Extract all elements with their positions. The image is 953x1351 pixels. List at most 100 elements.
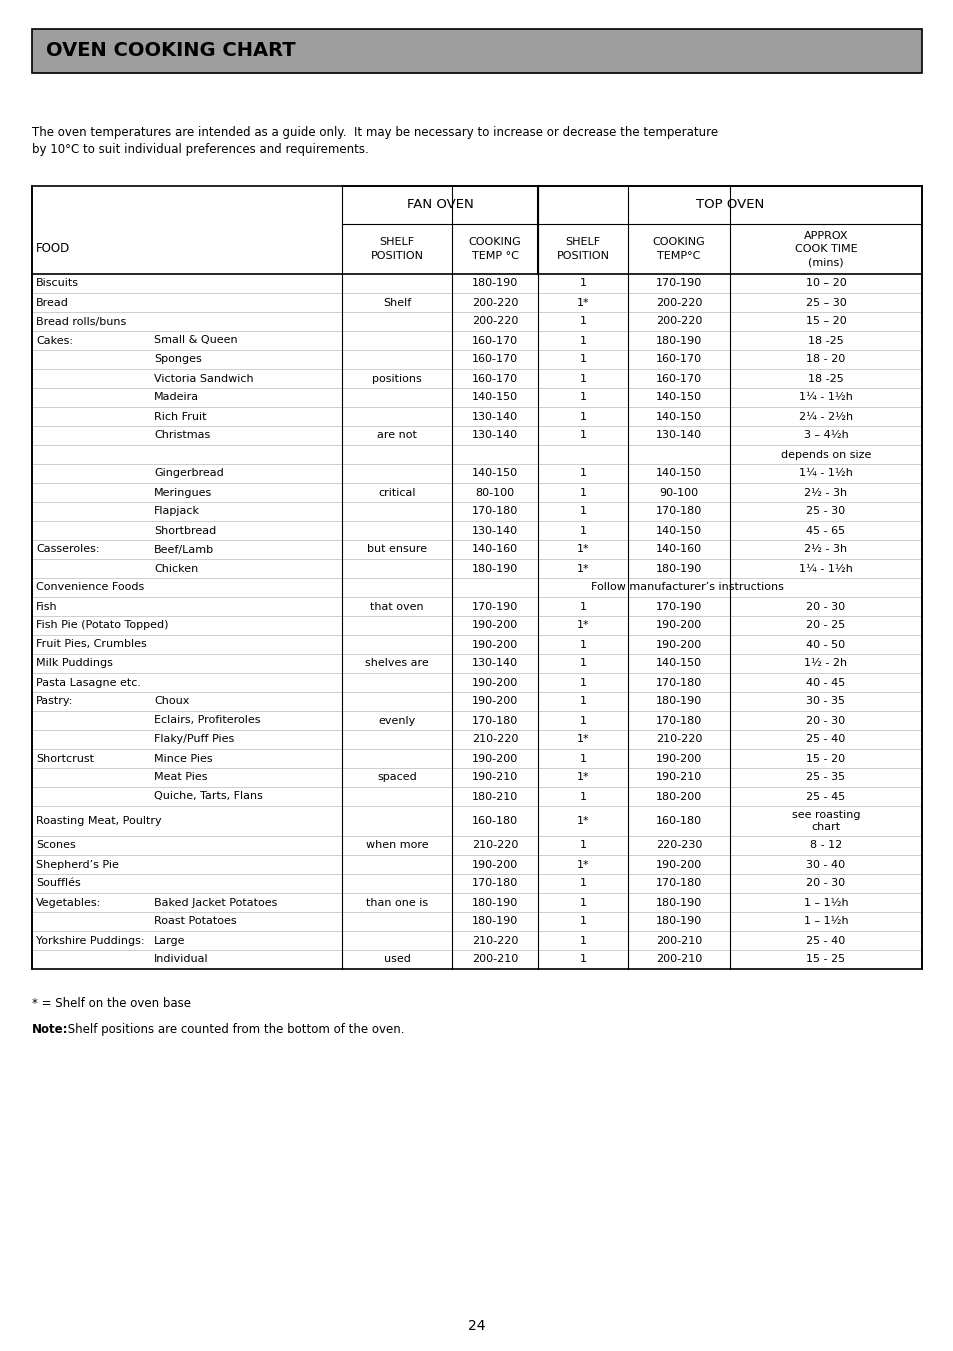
Text: 1: 1 [578,354,586,365]
Text: 1: 1 [578,916,586,927]
Text: 210-220: 210-220 [472,735,517,744]
Text: 130-140: 130-140 [472,658,517,669]
Text: 140-150: 140-150 [656,469,701,478]
Text: evenly: evenly [378,716,416,725]
Text: Chicken: Chicken [153,563,198,574]
Text: 200-210: 200-210 [655,935,701,946]
Text: 15 - 20: 15 - 20 [805,754,844,763]
Text: 20 - 30: 20 - 30 [805,601,844,612]
Text: 200-220: 200-220 [472,316,517,327]
Text: 200-210: 200-210 [472,955,517,965]
Text: but ensure: but ensure [367,544,427,554]
Text: Fruit Pies, Crumbles: Fruit Pies, Crumbles [36,639,147,650]
Text: Shortcrust: Shortcrust [36,754,94,763]
Text: 180-190: 180-190 [472,278,517,289]
Text: 170-180: 170-180 [655,716,701,725]
Text: 40 - 50: 40 - 50 [805,639,844,650]
Text: 190-200: 190-200 [655,859,701,870]
Text: * = Shelf on the oven base: * = Shelf on the oven base [32,997,191,1011]
Text: 190-200: 190-200 [655,754,701,763]
Text: Cakes:: Cakes: [36,335,73,346]
Text: Yorkshire Puddings:: Yorkshire Puddings: [36,935,144,946]
Text: 140-160: 140-160 [472,544,517,554]
Text: 190-200: 190-200 [472,697,517,707]
Text: 18 -25: 18 -25 [807,335,843,346]
Text: 1 – 1½h: 1 – 1½h [802,916,847,927]
Text: 140-160: 140-160 [656,544,701,554]
Text: 190-200: 190-200 [472,859,517,870]
Text: Fish: Fish [36,601,57,612]
Text: 1: 1 [578,393,586,403]
Text: 210-220: 210-220 [655,735,701,744]
Text: when more: when more [365,840,428,851]
Text: 1: 1 [578,697,586,707]
Text: shelves are: shelves are [365,658,429,669]
Text: 180-190: 180-190 [655,563,701,574]
Text: 170-180: 170-180 [472,716,517,725]
Text: Note:: Note: [32,1023,69,1036]
Text: 18 - 20: 18 - 20 [805,354,844,365]
Text: Bread: Bread [36,297,69,308]
Text: 200-220: 200-220 [655,297,701,308]
Text: 130-140: 130-140 [472,412,517,422]
Text: OVEN COOKING CHART: OVEN COOKING CHART [46,42,295,61]
Text: 20 - 25: 20 - 25 [805,620,844,631]
Text: 20 - 30: 20 - 30 [805,878,844,889]
Text: 1*: 1* [576,735,589,744]
Text: 1: 1 [578,955,586,965]
Text: 90-100: 90-100 [659,488,698,497]
Text: 1¼ - 1½h: 1¼ - 1½h [799,469,852,478]
Text: Madeira: Madeira [153,393,199,403]
Text: 1 – 1½h: 1 – 1½h [802,897,847,908]
Text: 1: 1 [578,878,586,889]
Text: 80-100: 80-100 [475,488,514,497]
Text: by 10°C to suit individual preferences and requirements.: by 10°C to suit individual preferences a… [32,143,369,155]
Text: SHELF
POSITION: SHELF POSITION [556,238,609,261]
Text: 170-180: 170-180 [655,677,701,688]
Text: 170-180: 170-180 [472,507,517,516]
Text: Milk Puddings: Milk Puddings [36,658,112,669]
Text: Christmas: Christmas [153,431,210,440]
Text: 1: 1 [578,754,586,763]
Text: Pasta Lasagne etc.: Pasta Lasagne etc. [36,677,141,688]
Text: 40 - 45: 40 - 45 [805,677,844,688]
Text: Shelf: Shelf [382,297,411,308]
Text: 20 - 30: 20 - 30 [805,716,844,725]
Text: 1: 1 [578,431,586,440]
Text: 170-180: 170-180 [655,507,701,516]
Text: 220-230: 220-230 [655,840,701,851]
Text: 8 - 12: 8 - 12 [809,840,841,851]
Text: 190-210: 190-210 [472,773,517,782]
Text: Fish Pie (Potato Topped): Fish Pie (Potato Topped) [36,620,169,631]
Text: 190-210: 190-210 [655,773,701,782]
Text: 10 – 20: 10 – 20 [804,278,845,289]
Text: are not: are not [376,431,416,440]
Text: Shelf positions are counted from the bottom of the oven.: Shelf positions are counted from the bot… [64,1023,404,1036]
Text: Large: Large [153,935,185,946]
Text: 200-210: 200-210 [655,955,701,965]
Text: Victoria Sandwich: Victoria Sandwich [153,373,253,384]
Text: 180-190: 180-190 [655,697,701,707]
Text: 160-170: 160-170 [472,354,517,365]
Text: 180-210: 180-210 [472,792,517,801]
Text: 24: 24 [468,1319,485,1333]
Text: Roast Potatoes: Roast Potatoes [153,916,236,927]
Text: than one is: than one is [366,897,428,908]
Text: 1: 1 [578,658,586,669]
Text: 1*: 1* [576,297,589,308]
Text: 1: 1 [578,897,586,908]
Text: 180-200: 180-200 [655,792,701,801]
Text: 1: 1 [578,373,586,384]
Text: The oven temperatures are intended as a guide only.  It may be necessary to incr: The oven temperatures are intended as a … [32,126,718,139]
Text: 180-190: 180-190 [472,916,517,927]
Text: 25 - 35: 25 - 35 [805,773,844,782]
Text: COOKING
TEMP°C: COOKING TEMP°C [652,238,704,261]
Text: 1*: 1* [576,563,589,574]
Text: 1: 1 [578,507,586,516]
Text: APPROX
COOK TIME
(mins): APPROX COOK TIME (mins) [794,231,857,267]
Text: 170-190: 170-190 [472,601,517,612]
Text: Scones: Scones [36,840,75,851]
Text: TOP OVEN: TOP OVEN [695,199,763,212]
Text: 1: 1 [578,469,586,478]
Text: SHELF
POSITION: SHELF POSITION [370,238,423,261]
